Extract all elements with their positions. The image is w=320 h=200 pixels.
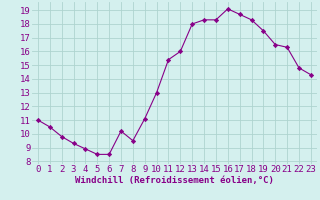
X-axis label: Windchill (Refroidissement éolien,°C): Windchill (Refroidissement éolien,°C): [75, 176, 274, 185]
